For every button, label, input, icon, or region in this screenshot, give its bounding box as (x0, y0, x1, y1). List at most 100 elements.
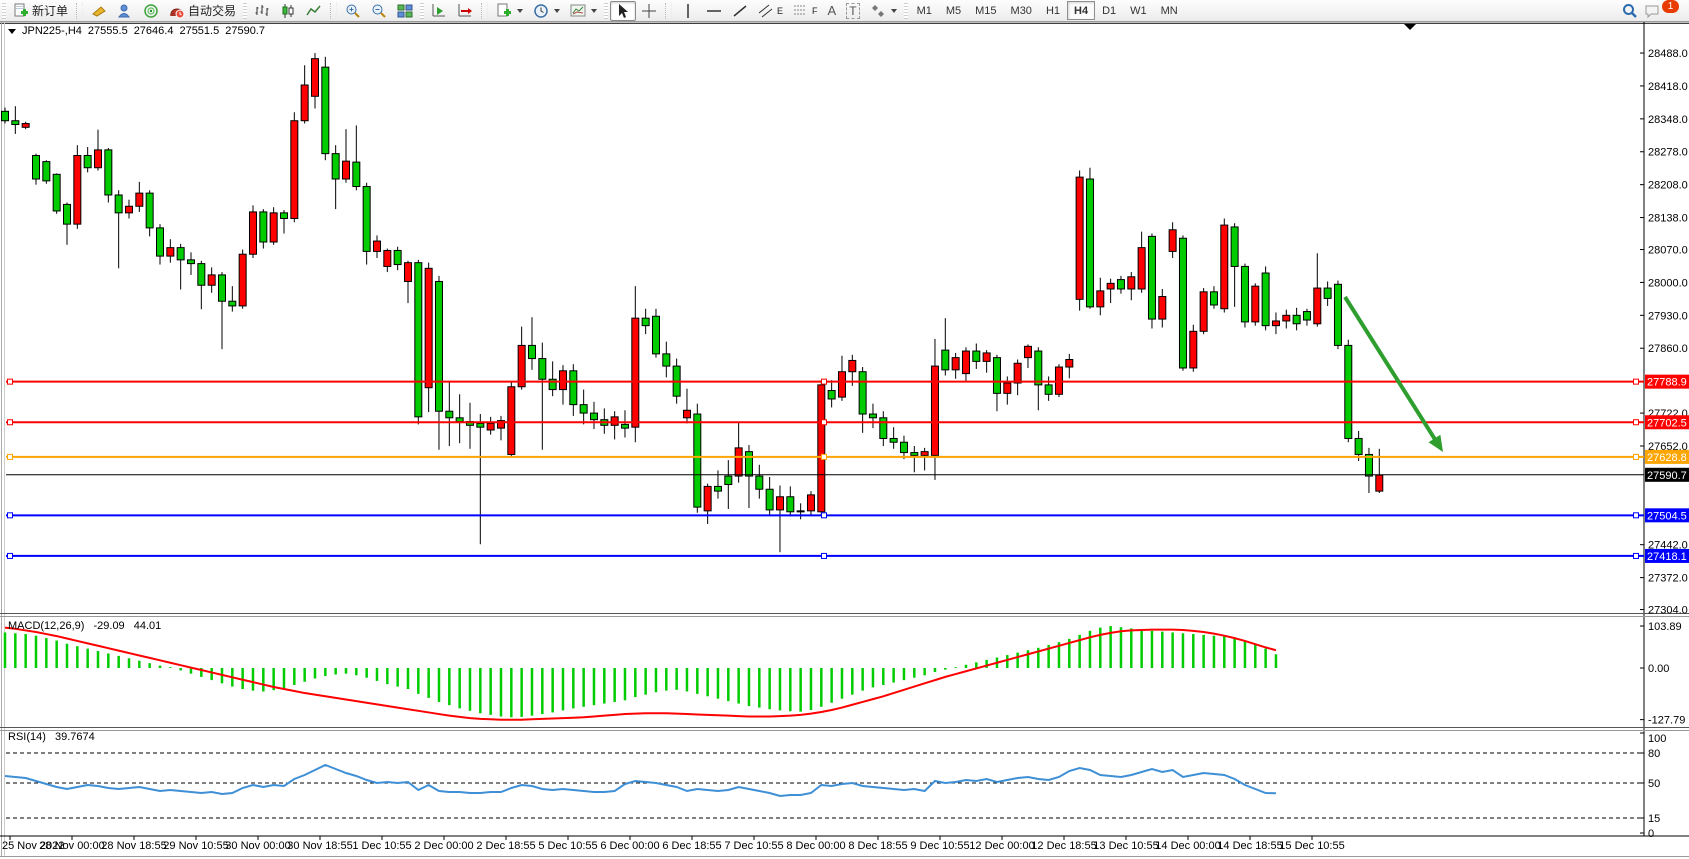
toolbar-grip[interactable] (2, 2, 6, 19)
timeframe-mn[interactable]: MN (1160, 4, 1178, 17)
toolbar-grip[interactable] (420, 2, 425, 19)
timeframe-m1[interactable]: M1 (916, 4, 932, 17)
chart-shift-icon (458, 3, 473, 16)
line-handle (1633, 453, 1639, 460)
bar-chart-button[interactable] (249, 1, 275, 21)
equidistant-channel-icon (758, 4, 773, 17)
svg-text:103.89: 103.89 (1648, 621, 1682, 633)
text-label-tool-button[interactable]: T (841, 1, 864, 21)
svg-text:80: 80 (1648, 748, 1660, 760)
svg-text:6 Dec 00:00: 6 Dec 00:00 (600, 840, 659, 852)
svg-text:14 Dec 18:55: 14 Dec 18:55 (1217, 840, 1282, 852)
line-handle (7, 378, 13, 385)
hline-27418.1[interactable]: 27418.1 (6, 548, 1689, 563)
arrows-tool-button[interactable] (865, 1, 902, 21)
signals-button[interactable] (138, 1, 164, 21)
timeframe-m15[interactable]: M15 (975, 4, 997, 17)
timeframe-d1[interactable]: D1 (1102, 4, 1117, 17)
new-chart-button[interactable] (491, 1, 528, 21)
svg-text:6 Dec 18:55: 6 Dec 18:55 (662, 840, 721, 852)
ohlc-close: 27590.7 (225, 25, 265, 37)
tile-windows-button[interactable] (392, 1, 418, 21)
timeframe-h4[interactable]: H4 (1067, 1, 1096, 20)
text-tool-button[interactable]: A (823, 1, 842, 21)
svg-text:27442.0: 27442.0 (1648, 540, 1688, 552)
periods-button[interactable] (528, 1, 565, 21)
gold-wedge-icon (92, 5, 106, 17)
notification-badge[interactable]: 1 (1662, 0, 1679, 13)
auto-trading-icon (170, 8, 185, 18)
market-watch-button[interactable] (112, 1, 138, 21)
toolbar-separator (481, 2, 489, 19)
panel-separator-macd[interactable] (0, 613, 1689, 617)
svg-text:27504.5: 27504.5 (1647, 510, 1687, 522)
trendline-icon (733, 4, 747, 17)
chart-shift-marker[interactable] (1404, 24, 1416, 30)
templates-button[interactable] (565, 1, 602, 21)
candle-chart-button[interactable] (275, 1, 301, 21)
panel-separator-rsi[interactable] (0, 727, 1689, 731)
hline-27788.9[interactable]: 27788.9 (6, 374, 1689, 389)
svg-text:8 Dec 00:00: 8 Dec 00:00 (786, 840, 845, 852)
toolbar-grip[interactable] (243, 2, 248, 19)
hline-27702.5[interactable]: 27702.5 (6, 415, 1689, 430)
cursor-tool-button[interactable] (610, 0, 637, 21)
candle-chart-icon (282, 3, 294, 18)
timeframe-w1[interactable]: W1 (1130, 4, 1147, 17)
svg-text:15 Dec 10:55: 15 Dec 10:55 (1279, 840, 1344, 852)
svg-text:28 Nov 18:55: 28 Nov 18:55 (101, 840, 166, 852)
fibonacci-tool-button[interactable]: F (788, 1, 823, 21)
line-handle (821, 512, 827, 519)
svg-text:28348.0: 28348.0 (1648, 114, 1688, 126)
chart-title-bar: JPN225-,H4 27555.5 27646.4 27551.5 27590… (8, 25, 265, 37)
line-chart-button[interactable] (301, 1, 327, 21)
trendline-tool-button[interactable] (727, 1, 753, 21)
line-handle (1633, 419, 1639, 426)
svg-text:0: 0 (1648, 828, 1654, 840)
svg-text:27628.8: 27628.8 (1647, 452, 1687, 464)
channel-tool-button[interactable]: E (753, 1, 788, 21)
search-icon[interactable] (1622, 3, 1638, 19)
vertical-line-icon (687, 3, 689, 18)
chart-shift-button[interactable] (452, 1, 478, 21)
toolbar-grip[interactable] (604, 2, 609, 19)
macd-main-value: -29.09 (93, 620, 125, 632)
svg-text:27418.1: 27418.1 (1647, 551, 1687, 563)
symbol-dropdown-icon[interactable] (8, 28, 16, 34)
line-handle (1633, 378, 1639, 385)
line-handle (821, 419, 827, 426)
timeframe-h1[interactable]: H1 (1045, 4, 1060, 17)
text-label-letter: T (846, 2, 860, 19)
crosshair-tool-button[interactable] (636, 1, 662, 21)
new-order-icon (14, 3, 28, 16)
svg-text:27702.5: 27702.5 (1647, 417, 1687, 429)
arrows-shapes-icon (871, 4, 884, 17)
hline-27628.8[interactable]: 27628.8 (6, 449, 1689, 464)
rsi-indicator-label: RSI(14) 39.7674 (8, 731, 95, 743)
horizontal-line-tool-button[interactable] (701, 1, 727, 21)
new-order-button[interactable]: 新订单 (8, 1, 73, 21)
channel-letter: E (777, 5, 784, 16)
svg-text:25 Nov 2022: 25 Nov 2022 (2, 840, 64, 852)
timeframe-m5[interactable]: M5 (945, 4, 962, 17)
macd-signal-line (4, 626, 1277, 721)
hline-27504.5[interactable]: 27504.5 (6, 508, 1689, 523)
quotes-button[interactable] (86, 1, 112, 21)
auto-trading-button[interactable]: 自动交易 (164, 1, 241, 21)
auto-scroll-button[interactable] (426, 1, 452, 21)
svg-text:30 Nov 18:55: 30 Nov 18:55 (287, 840, 352, 852)
dropdown-arrow-icon (554, 8, 561, 13)
trend-arrow[interactable] (1343, 295, 1443, 452)
zoom-in-button[interactable] (340, 1, 366, 21)
timeframe-m30[interactable]: M30 (1010, 4, 1032, 17)
svg-text:27930.0: 27930.0 (1648, 310, 1688, 322)
toolbar-grip[interactable] (903, 2, 908, 19)
zoom-out-button[interactable] (366, 1, 392, 21)
vertical-line-tool-button[interactable] (675, 1, 701, 21)
line-handle (7, 552, 13, 559)
svg-text:14 Dec 00:00: 14 Dec 00:00 (1155, 840, 1220, 852)
price-axis[interactable]: 28488.0 28418.0 28348.0 28278.0 28208.0 28138… (1640, 48, 1688, 617)
chat-bubble-icon[interactable] (1644, 3, 1662, 19)
